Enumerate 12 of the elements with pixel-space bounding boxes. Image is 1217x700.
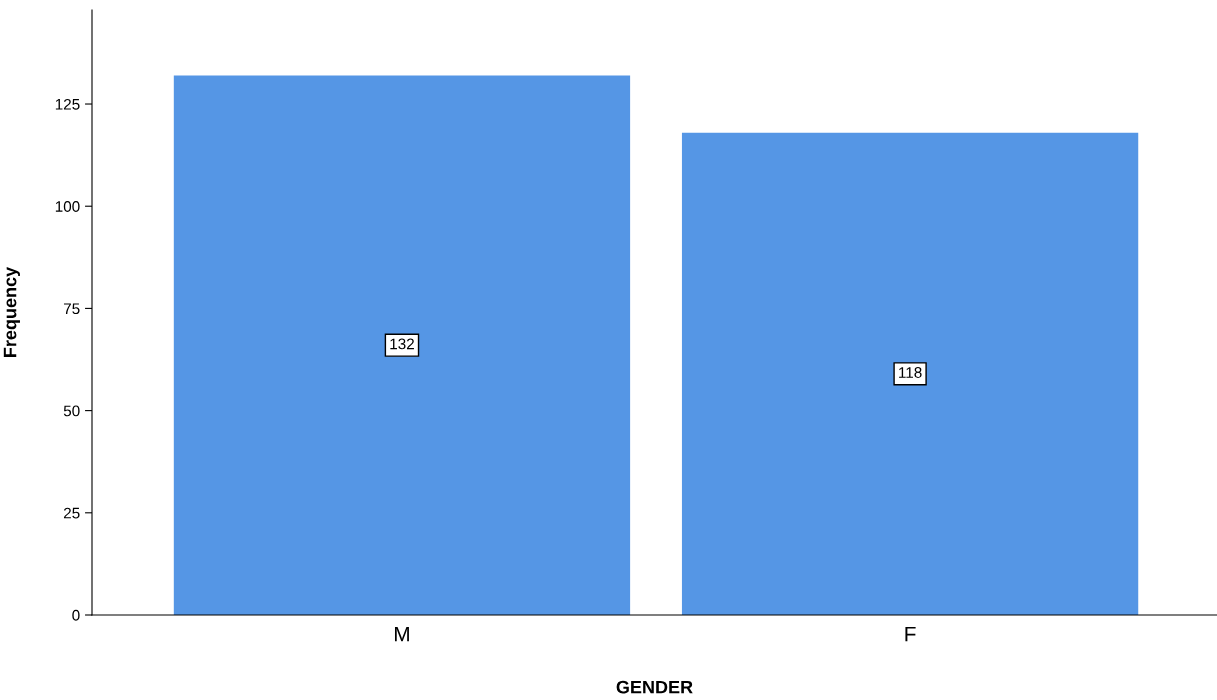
y-axis-title: Frequency [3, 266, 20, 357]
y-tick-label: 75 [63, 303, 80, 315]
y-tick-label: 100 [55, 201, 80, 212]
x-tick-label: M [394, 626, 409, 642]
x-tick-label: F [905, 626, 916, 642]
data-label: 132 [390, 338, 414, 350]
y-tick-label: 50 [63, 405, 80, 417]
y-tick-label: 0 [72, 609, 80, 621]
y-tick-label: 125 [55, 98, 80, 110]
data-label: 118 [899, 367, 922, 378]
y-tick-label: 25 [63, 507, 80, 519]
x-axis-title: GENDER [616, 680, 693, 694]
